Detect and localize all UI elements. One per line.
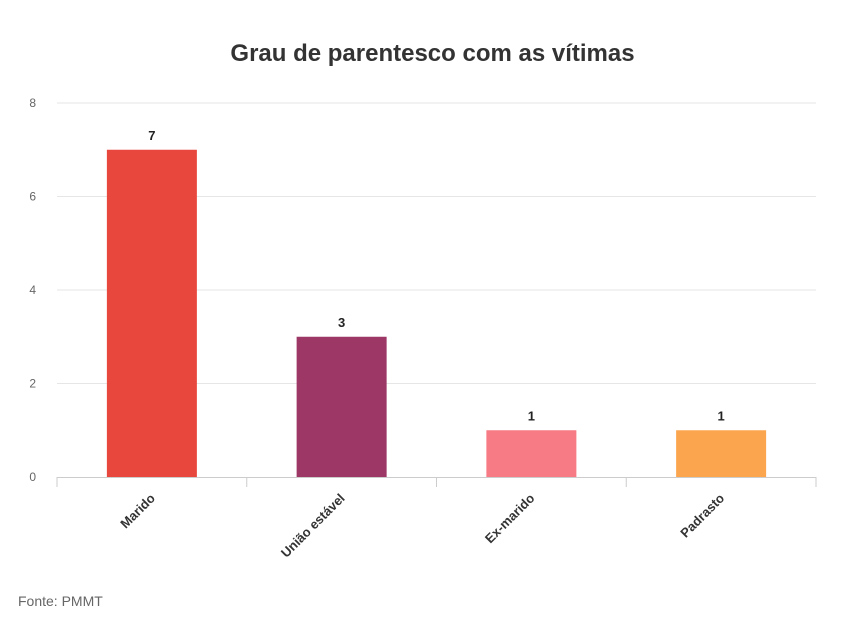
y-tick-label: 2 [29,377,36,391]
bar-padrasto[interactable] [676,430,767,477]
data-label: 3 [338,315,345,330]
bar-marido[interactable] [106,149,197,477]
y-tick-label: 6 [29,190,36,204]
bar-ex-marido[interactable] [486,430,577,477]
x-tick-label: União estável [278,491,348,561]
data-label: 7 [148,128,155,143]
x-tick-label: Marido [117,490,158,531]
y-axis: 0 2 4 6 8 [29,96,36,484]
data-label: 1 [528,408,535,423]
y-tick-label: 8 [29,96,36,110]
bar-uni-o-est-vel[interactable] [296,336,387,477]
y-tick-label: 4 [29,283,36,297]
bars: 7 3 1 1 [106,128,767,477]
source-note: Fonte: PMMT [18,593,103,609]
y-tick-label: 0 [29,470,36,484]
chart-title: Grau de parentesco com as vítimas [230,40,635,67]
x-tick-label: Padrasto [677,490,727,540]
data-label: 1 [718,408,725,423]
x-axis: Marido União estável Ex-marido Padrasto [56,477,817,561]
x-tick-label: Ex-marido [482,490,538,546]
